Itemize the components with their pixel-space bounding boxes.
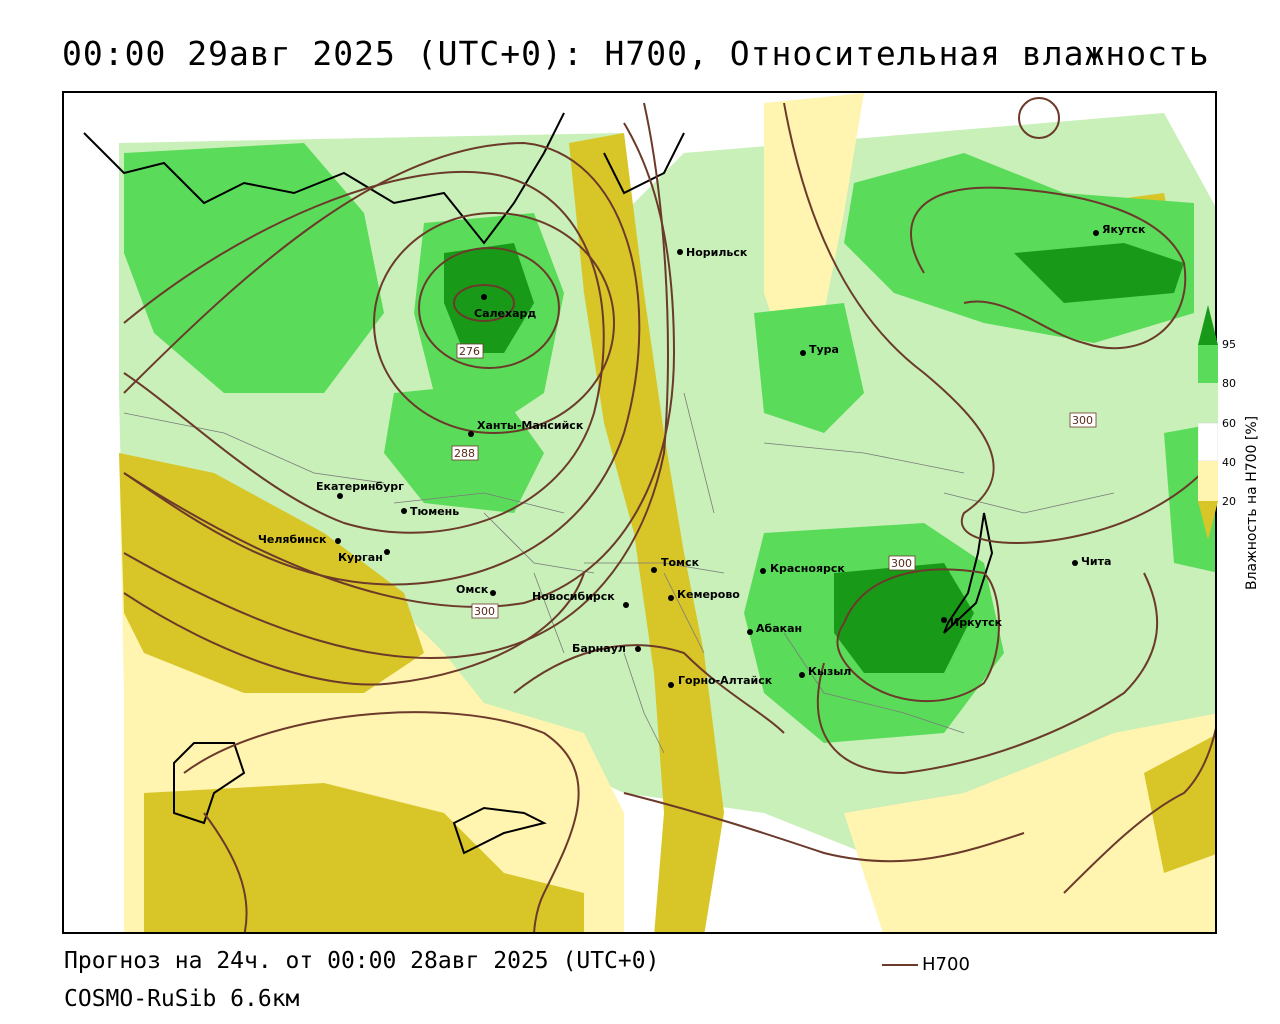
city-label-abakan: Абакан: [756, 622, 802, 635]
contour-label: 288: [454, 447, 475, 460]
city-dot: [677, 249, 683, 255]
contour-key-label: H700: [922, 954, 970, 975]
contour-line: [910, 186, 1187, 350]
humidity-legend-bar: [1198, 305, 1218, 540]
dry-strip-northeast: [764, 93, 864, 353]
city-dot: [668, 595, 674, 601]
legend-tick: 80: [1222, 377, 1236, 390]
legend-tick: 20: [1222, 495, 1236, 508]
city-dot: [1093, 230, 1099, 236]
map-title: 00:00 29авг 2025 (UTC+0): H700, Относите…: [62, 34, 1210, 73]
city-dot: [481, 294, 487, 300]
contour-line: [816, 572, 1159, 775]
very-dry-area-south: [144, 783, 584, 932]
contour-label: 300: [891, 557, 912, 570]
city-dot: [760, 568, 766, 574]
contour-label: 300: [1072, 414, 1093, 427]
contour-line: [123, 572, 585, 686]
very-dry-area-southwest: [119, 453, 424, 693]
contour-line: [453, 284, 515, 322]
contour-line: [513, 644, 785, 734]
city-dot: [800, 350, 806, 356]
city-dot: [1072, 560, 1078, 566]
city-dot: [651, 567, 657, 573]
city-label-chelyabinsk: Челябинск: [258, 533, 327, 546]
city-label-tomsk: Томск: [661, 556, 700, 569]
city-label-tyumen: Тюмень: [410, 505, 459, 518]
contour-label: 300: [474, 605, 495, 618]
city-label-kyzyl: Кызыл: [808, 665, 851, 678]
city-label-kurgan: Курган: [338, 551, 383, 564]
city-label-irkutsk: Иркутск: [950, 616, 1003, 629]
city-label-khanty-mansiysk: Ханты-Мансийск: [477, 419, 584, 432]
very-dry-area-southeast: [1144, 735, 1215, 873]
city-dot: [799, 672, 805, 678]
city-label-omsk: Омск: [456, 583, 489, 596]
very-dry-band-central: [569, 133, 724, 932]
contour-line: [836, 568, 1000, 703]
very-wet-area-yakutsk: [1014, 243, 1184, 303]
city-dot: [468, 431, 474, 437]
city-label-chita: Чита: [1081, 555, 1111, 568]
city-label-gorno-altaysk: Горно-Алтайск: [678, 674, 773, 687]
model-name: COSMO-RuSib 6.6км: [64, 986, 300, 1012]
contour-line: [123, 122, 676, 608]
city-dot: [490, 590, 496, 596]
caspian-coast: [173, 742, 246, 825]
city-label-norilsk: Норильск: [686, 246, 748, 259]
lake-balkhash: [452, 806, 547, 855]
very-wet-area-salekhard: [444, 243, 534, 353]
city-label-tura: Тура: [809, 343, 839, 356]
city-label-novosibirsk: Новосибирск: [532, 590, 615, 603]
map-panel: 276 288 300 300 300 Норильск Салехард Ха…: [62, 91, 1217, 934]
contour-line: [123, 171, 605, 534]
wet-area-tura: [754, 303, 864, 433]
region-borders: [123, 392, 1115, 754]
lake-baikal: [943, 512, 994, 634]
contour-line: [123, 102, 669, 660]
city-label-kemerovo: Кемерово: [677, 588, 740, 601]
contour-key-line: [882, 963, 918, 966]
contour-line: [418, 247, 560, 369]
contour-line: [623, 792, 1025, 863]
city-dot: [335, 538, 341, 544]
city-dot: [668, 682, 674, 688]
contour-line: [1063, 727, 1215, 894]
dry-area-southeast: [844, 713, 1215, 932]
city-label-salekhard: Салехард: [474, 307, 536, 320]
contour-line: [183, 711, 580, 932]
legend-title: Влажность на H700 [%]: [1244, 415, 1260, 590]
city-dot: [623, 602, 629, 608]
city-dot: [941, 617, 947, 623]
contour-line: [783, 102, 1215, 544]
forecast-info: Прогноз на 24ч. от 00:00 28авг 2025 (UTC…: [64, 948, 660, 974]
city-markers: Норильск Салехард Ханты-Мансийск Екатери…: [258, 223, 1146, 688]
city-dot: [635, 646, 641, 652]
contour-line: [203, 812, 248, 932]
contour-line: [1018, 97, 1060, 139]
city-label-barnaul: Барнаул: [572, 642, 626, 655]
city-dot: [384, 549, 390, 555]
h700-contours: [123, 97, 1215, 932]
contour-label-group: 276 288 300 300 300: [451, 343, 1097, 619]
city-dot: [401, 508, 407, 514]
contour-label: 276: [459, 345, 480, 358]
city-label-krasnoyarsk: Красноярск: [770, 562, 845, 575]
contour-key: H700: [882, 954, 970, 975]
city-label-ekaterinburg: Екатеринбург: [316, 480, 404, 493]
legend-tick: 40: [1222, 456, 1236, 469]
contour-line: [123, 141, 641, 586]
humidity-map: 276 288 300 300 300 Норильск Салехард Ха…: [64, 93, 1215, 932]
legend-tick: 60: [1222, 417, 1236, 430]
legend-tick: 95: [1222, 338, 1236, 351]
contour-line: [373, 212, 615, 434]
coastline-north: [83, 112, 685, 245]
city-dot: [747, 629, 753, 635]
city-dot: [337, 493, 343, 499]
city-label-yakutsk: Якутск: [1102, 223, 1146, 236]
